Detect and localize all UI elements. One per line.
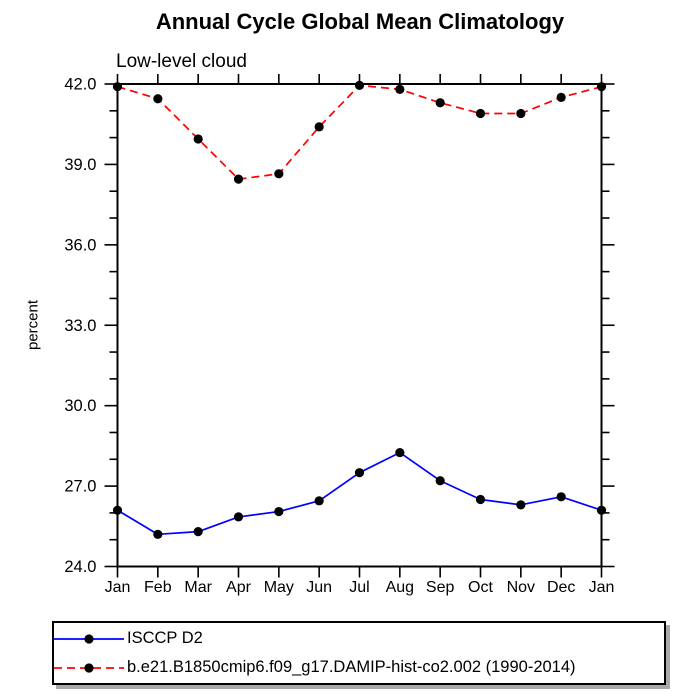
legend-item-isccp: ISCCP D2 [54, 624, 664, 653]
svg-text:30.0: 30.0 [64, 397, 96, 415]
chart-title: Annual Cycle Global Mean Climatology [155, 9, 565, 34]
svg-text:Oct: Oct [468, 579, 493, 596]
svg-text:Apr: Apr [226, 579, 252, 596]
svg-text:27.0: 27.0 [64, 478, 96, 496]
svg-text:36.0: 36.0 [64, 236, 96, 254]
legend-label-isccp: ISCCP D2 [127, 629, 203, 647]
svg-text:42.0: 42.0 [64, 76, 96, 94]
chart-subtitle: Low-level cloud [116, 51, 247, 72]
svg-text:39.0: 39.0 [64, 156, 96, 174]
legend-swatch-model-line [54, 662, 124, 673]
svg-text:Feb: Feb [144, 579, 172, 596]
svg-text:Dec: Dec [547, 579, 575, 596]
legend-label-model: b.e21.B1850cmip6.f09_g17.DAMIP-hist-co2.… [127, 658, 576, 676]
svg-text:Jan: Jan [105, 579, 131, 596]
legend-item-model: b.e21.B1850cmip6.f09_g17.DAMIP-hist-co2.… [54, 653, 664, 682]
svg-text:Jun: Jun [306, 579, 332, 596]
legend: ISCCP D2 b.e21.B1850cmip6.f09_g17.DAMIP-… [52, 621, 666, 685]
svg-text:Mar: Mar [184, 579, 212, 596]
svg-text:24.0: 24.0 [64, 558, 96, 576]
legend-swatch-isccp-line [54, 633, 124, 644]
svg-text:Nov: Nov [507, 579, 535, 596]
svg-text:Jul: Jul [349, 579, 369, 596]
svg-text:Jan: Jan [589, 579, 615, 596]
svg-text:Aug: Aug [386, 579, 414, 596]
svg-text:33.0: 33.0 [64, 317, 96, 335]
svg-text:May: May [264, 579, 294, 596]
svg-text:Sep: Sep [426, 579, 455, 596]
